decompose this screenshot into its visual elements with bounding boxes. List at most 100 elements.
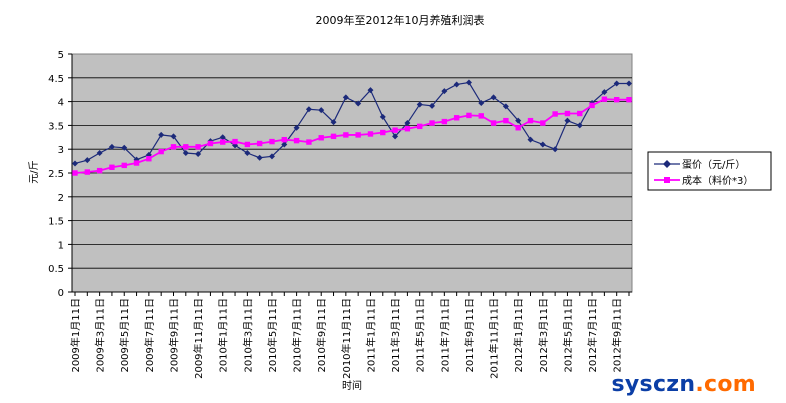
data-point <box>613 96 620 103</box>
y-tick-label: 3 <box>58 145 64 156</box>
data-point <box>589 102 595 109</box>
x-tick-label: 2012年7月11日 <box>586 298 599 373</box>
data-point <box>342 94 349 101</box>
data-point <box>429 102 436 109</box>
data-point <box>564 110 571 117</box>
data-point <box>515 117 522 124</box>
data-point <box>392 127 398 133</box>
data-point <box>219 134 226 141</box>
data-point <box>527 136 534 143</box>
x-axis: 2009年1月11日 2009年3月11日 2009年5月11日 2009年7月11日… <box>69 291 632 379</box>
data-point <box>170 144 177 150</box>
data-point <box>121 162 127 169</box>
y-axis-title: 元/斤 <box>28 160 40 183</box>
y-axis: 0 0.5 1 1.5 2 2.5 3 3.5 4 4.5 5 <box>48 50 73 299</box>
y-tick-label: 4 <box>58 98 64 109</box>
data-point <box>158 148 164 155</box>
data-point <box>453 81 460 88</box>
data-point <box>72 170 78 176</box>
data-point <box>404 120 411 127</box>
y-tick-label: 2.5 <box>48 169 64 180</box>
x-tick-label: 2010年3月11日 <box>241 298 254 373</box>
data-point <box>293 124 300 131</box>
x-tick-label: 2010年9月11日 <box>315 298 328 373</box>
data-point <box>478 113 484 119</box>
data-point <box>392 133 399 140</box>
x-tick-label: 2010年11月11日 <box>340 298 353 379</box>
data-point <box>379 113 386 120</box>
data-point <box>453 115 460 121</box>
x-axis-title: 时间 <box>342 379 362 392</box>
data-point <box>367 87 374 94</box>
x-tick-label: 2011年7月11日 <box>438 298 451 373</box>
x-tick-label: 2011年3月11日 <box>389 298 402 373</box>
x-tick-label: 2011年5月11日 <box>414 298 427 373</box>
legend-marker-egg-price <box>663 160 671 168</box>
data-point <box>503 117 509 124</box>
data-point <box>244 150 251 157</box>
data-point <box>318 107 325 114</box>
data-point <box>429 120 435 126</box>
x-tick-label: 2011年11月11日 <box>488 298 501 379</box>
data-point <box>109 164 115 170</box>
data-point <box>355 100 362 107</box>
x-tick-label: 2009年11月11日 <box>192 298 205 379</box>
y-tick-label: 2 <box>58 193 64 204</box>
y-tick-label: 0 <box>58 288 64 299</box>
data-point <box>256 154 263 161</box>
y-tick-label: 1 <box>58 240 64 251</box>
watermark-part2: .com <box>695 372 756 397</box>
data-point <box>220 139 226 145</box>
data-point <box>466 112 472 119</box>
data-point <box>552 111 558 117</box>
data-point <box>564 117 571 124</box>
y-tick-label: 0.5 <box>48 264 64 275</box>
data-point <box>601 96 608 102</box>
data-point <box>281 136 287 143</box>
data-point <box>404 126 411 132</box>
legend: 蛋价（元/斤） 成本（料价*3） <box>647 151 772 191</box>
data-point <box>613 80 620 87</box>
x-tick-label: 2009年1月11日 <box>69 298 82 373</box>
data-point <box>318 135 324 141</box>
data-point <box>527 117 534 124</box>
data-point <box>306 139 312 145</box>
data-point <box>244 141 251 148</box>
data-point <box>416 101 423 108</box>
x-tick-label: 2012年3月11日 <box>537 298 550 373</box>
data-point <box>146 156 152 162</box>
series-cost <box>72 96 632 176</box>
x-tick-label: 2011年1月11日 <box>364 298 377 373</box>
data-point <box>626 80 632 87</box>
data-point <box>232 138 238 145</box>
data-point <box>490 94 497 101</box>
y-tick-label: 4.5 <box>48 74 64 85</box>
data-point <box>515 125 521 131</box>
data-point <box>268 153 275 160</box>
data-point <box>576 122 583 129</box>
data-point <box>182 150 189 157</box>
data-point <box>281 141 288 148</box>
data-point <box>601 89 608 96</box>
data-point <box>195 150 202 157</box>
y-tick-label: 1.5 <box>48 217 64 228</box>
data-point <box>170 133 177 140</box>
data-point <box>490 120 497 126</box>
data-point <box>380 129 386 136</box>
data-point <box>305 106 312 113</box>
data-point <box>539 141 546 148</box>
data-point <box>465 79 472 86</box>
y-tick-label: 5 <box>58 50 64 61</box>
data-point <box>293 137 300 144</box>
data-point <box>478 100 485 107</box>
data-point <box>441 118 448 125</box>
data-point <box>552 146 559 153</box>
x-tick-label: 2010年5月11日 <box>266 298 279 373</box>
x-tick-label: 2010年1月11日 <box>217 298 230 373</box>
data-point <box>540 120 546 126</box>
x-tick-label: 2009年5月11日 <box>118 298 131 373</box>
data-point <box>121 144 128 151</box>
x-tick-label: 2010年7月11日 <box>291 298 304 373</box>
watermark-part1: sysczn <box>611 372 696 397</box>
